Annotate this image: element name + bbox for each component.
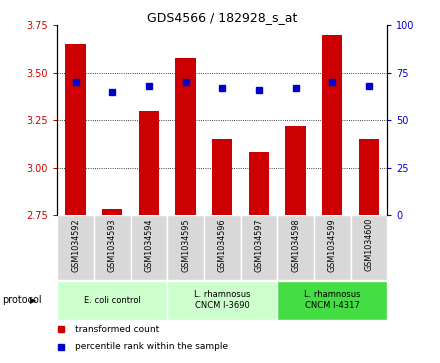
Text: GSM1034597: GSM1034597	[254, 218, 264, 272]
Text: E. coli control: E. coli control	[84, 296, 141, 305]
Text: L. rhamnosus
CNCM I-4317: L. rhamnosus CNCM I-4317	[304, 290, 360, 310]
Bar	[314, 215, 351, 280]
Bar	[322, 35, 342, 215]
Title: GDS4566 / 182928_s_at: GDS4566 / 182928_s_at	[147, 11, 297, 24]
Text: transformed count: transformed count	[75, 325, 160, 334]
Text: ▶: ▶	[30, 296, 37, 305]
Bar	[351, 215, 387, 280]
Bar	[359, 139, 379, 215]
Bar	[57, 281, 167, 320]
Text: GSM1034596: GSM1034596	[218, 218, 227, 272]
Bar	[277, 281, 387, 320]
Bar	[176, 58, 196, 215]
Text: GSM1034599: GSM1034599	[328, 218, 337, 272]
Text: GSM1034595: GSM1034595	[181, 218, 190, 272]
Text: percentile rank within the sample: percentile rank within the sample	[75, 342, 228, 351]
Text: GSM1034598: GSM1034598	[291, 218, 300, 272]
Text: L. rhamnosus
CNCM I-3690: L. rhamnosus CNCM I-3690	[194, 290, 250, 310]
Bar	[57, 215, 94, 280]
Bar	[286, 126, 306, 215]
Text: GSM1034593: GSM1034593	[108, 218, 117, 272]
Bar	[204, 215, 241, 280]
Text: GSM1034600: GSM1034600	[364, 218, 374, 272]
Bar	[167, 215, 204, 280]
Text: protocol: protocol	[2, 295, 42, 305]
Bar	[167, 281, 277, 320]
Bar	[94, 215, 131, 280]
Text: GSM1034592: GSM1034592	[71, 218, 80, 272]
Bar	[212, 139, 232, 215]
Bar	[102, 209, 122, 215]
Text: GSM1034594: GSM1034594	[144, 218, 154, 272]
Bar	[277, 215, 314, 280]
Bar	[241, 215, 277, 280]
Bar	[249, 152, 269, 215]
Bar	[131, 215, 167, 280]
Bar	[139, 111, 159, 215]
Bar	[66, 44, 86, 215]
